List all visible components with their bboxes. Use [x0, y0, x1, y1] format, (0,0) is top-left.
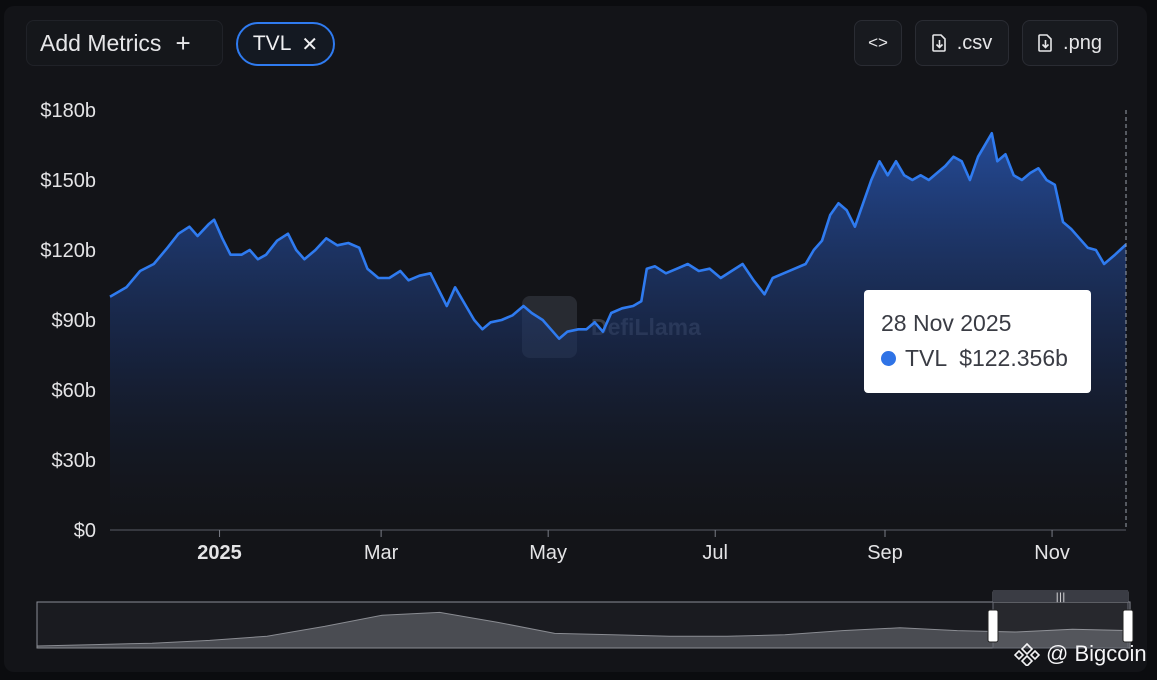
y-tick-label: $0 — [74, 520, 96, 542]
bigcoin-credit: @ Bigcoin — [1014, 641, 1147, 667]
diamond-logo-icon — [1014, 642, 1040, 666]
csv-label: .csv — [956, 31, 993, 54]
y-tick-label: $120b — [40, 240, 96, 262]
close-icon[interactable]: ✕ — [301, 33, 319, 56]
y-tick-label: $180b — [40, 100, 96, 122]
plot-area — [109, 110, 1127, 531]
y-tick-label: $30b — [52, 450, 97, 472]
plus-icon: + — [175, 28, 191, 58]
add-metrics-label: Add Metrics — [40, 29, 162, 56]
brush-history-area — [36, 611, 1131, 649]
brush-drag-bar[interactable] — [993, 590, 1128, 602]
brush-end-handle[interactable] — [1122, 609, 1134, 643]
download-csv-button[interactable]: .csv — [915, 20, 1009, 66]
range-brush[interactable]: ||| — [36, 590, 1134, 649]
credit-text: @ Bigcoin — [1046, 641, 1147, 666]
y-tick-label: $60b — [52, 380, 97, 402]
file-download-icon — [1038, 34, 1052, 52]
download-png-button[interactable]: .png — [1022, 20, 1118, 66]
y-tick-label: $150b — [40, 170, 96, 192]
x-tick-label: May — [529, 542, 567, 564]
grip-icon: ||| — [1055, 592, 1065, 603]
y-tick-label: $90b — [52, 310, 97, 332]
tvl-area-fill — [110, 133, 1126, 531]
x-tick-label: Mar — [364, 542, 399, 564]
embed-button[interactable]: <> — [854, 20, 902, 66]
code-icon: <> — [868, 33, 888, 52]
x-tick-label: Sep — [867, 542, 903, 564]
tooltip-value: $122.356b — [959, 345, 1068, 371]
tooltip: 28 Nov 2025 TVL $122.356b — [864, 290, 1091, 393]
tvl-series-line — [109, 132, 1127, 340]
x-tick-label: Nov — [1034, 542, 1070, 564]
x-tick-label: 2025 — [197, 542, 242, 564]
png-label: .png — [1063, 31, 1102, 54]
tvl-metric-label: TVL — [252, 32, 292, 55]
x-tick-label: Jul — [702, 542, 728, 564]
tooltip-series-name: TVL — [905, 345, 948, 371]
tvl-metric-pill[interactable]: TVL ✕ — [236, 22, 335, 66]
file-download-icon — [931, 34, 946, 52]
tooltip-series-dot — [881, 351, 896, 366]
add-metrics-button[interactable]: Add Metrics + — [26, 20, 223, 66]
x-axis: 2025 Mar May Jul Sep Nov — [110, 529, 1126, 564]
brush-start-handle[interactable] — [987, 609, 999, 643]
tooltip-date: 28 Nov 2025 — [881, 310, 1012, 336]
y-axis: $180b $150b $120b $90b $60b $30b $0 — [40, 100, 96, 542]
